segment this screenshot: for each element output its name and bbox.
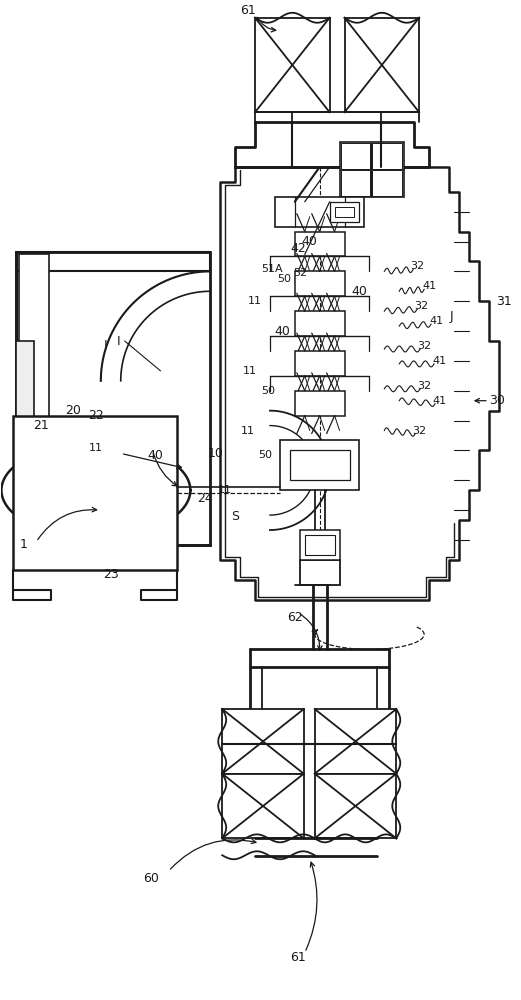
Text: 51A: 51A bbox=[261, 264, 283, 274]
Text: 11: 11 bbox=[243, 366, 257, 376]
Bar bbox=[295, 232, 344, 256]
Text: 61: 61 bbox=[290, 951, 306, 964]
Bar bbox=[295, 351, 344, 376]
Bar bbox=[315, 774, 396, 838]
Text: 32: 32 bbox=[417, 381, 431, 391]
Bar bbox=[373, 143, 402, 169]
Text: I: I bbox=[104, 339, 108, 352]
Text: 32: 32 bbox=[417, 341, 431, 351]
Text: 23: 23 bbox=[103, 568, 119, 581]
Bar bbox=[340, 142, 404, 197]
Text: 32: 32 bbox=[410, 261, 424, 271]
Bar bbox=[14, 416, 178, 570]
Bar bbox=[295, 271, 344, 296]
Bar bbox=[295, 311, 344, 336]
Text: S: S bbox=[231, 510, 239, 523]
Text: 11: 11 bbox=[89, 443, 103, 453]
Text: 40: 40 bbox=[352, 285, 367, 298]
Text: 41: 41 bbox=[432, 356, 446, 366]
Bar bbox=[341, 143, 370, 169]
Text: 52: 52 bbox=[293, 268, 307, 278]
Text: 32: 32 bbox=[414, 301, 428, 311]
Text: 60: 60 bbox=[143, 872, 158, 885]
Bar bbox=[373, 170, 402, 196]
Bar bbox=[16, 252, 210, 545]
Bar bbox=[16, 341, 34, 460]
Text: 50: 50 bbox=[258, 450, 272, 460]
Text: 10: 10 bbox=[207, 447, 223, 460]
Text: 41: 41 bbox=[429, 316, 443, 326]
Bar bbox=[73, 474, 99, 500]
Bar bbox=[290, 450, 350, 480]
Bar bbox=[222, 774, 304, 838]
Text: 61: 61 bbox=[240, 4, 256, 17]
Text: 11: 11 bbox=[248, 296, 262, 306]
Text: 41: 41 bbox=[422, 281, 436, 291]
Text: 40: 40 bbox=[302, 235, 318, 248]
Text: 32: 32 bbox=[412, 426, 426, 436]
Bar bbox=[330, 202, 359, 222]
Text: J: J bbox=[449, 310, 453, 323]
Text: 31: 31 bbox=[496, 295, 512, 308]
Bar bbox=[341, 170, 370, 196]
Text: 42: 42 bbox=[290, 242, 306, 255]
Text: 50: 50 bbox=[277, 274, 291, 284]
Bar bbox=[280, 440, 359, 490]
Text: 40: 40 bbox=[274, 325, 290, 338]
Bar bbox=[300, 560, 340, 585]
Bar bbox=[300, 530, 340, 560]
Text: 21: 21 bbox=[33, 419, 49, 432]
Text: 30: 30 bbox=[489, 394, 505, 407]
Text: 50: 50 bbox=[261, 386, 275, 396]
Bar bbox=[344, 18, 419, 112]
Text: 22: 22 bbox=[88, 409, 104, 422]
Bar bbox=[315, 709, 396, 774]
Text: I: I bbox=[117, 335, 120, 348]
Text: 11: 11 bbox=[241, 426, 255, 436]
Bar bbox=[275, 197, 365, 227]
Bar bbox=[334, 207, 354, 217]
Text: 1: 1 bbox=[19, 538, 27, 551]
Text: 11: 11 bbox=[218, 485, 232, 495]
Text: 20: 20 bbox=[65, 404, 81, 417]
Text: 24: 24 bbox=[197, 492, 213, 505]
Bar bbox=[305, 535, 334, 555]
Bar bbox=[295, 391, 344, 416]
Bar bbox=[19, 254, 49, 543]
Text: 41: 41 bbox=[432, 396, 446, 406]
Text: 62: 62 bbox=[287, 611, 303, 624]
Bar bbox=[222, 709, 304, 774]
Bar bbox=[66, 467, 106, 507]
Bar bbox=[255, 18, 330, 112]
Text: 40: 40 bbox=[147, 449, 164, 462]
